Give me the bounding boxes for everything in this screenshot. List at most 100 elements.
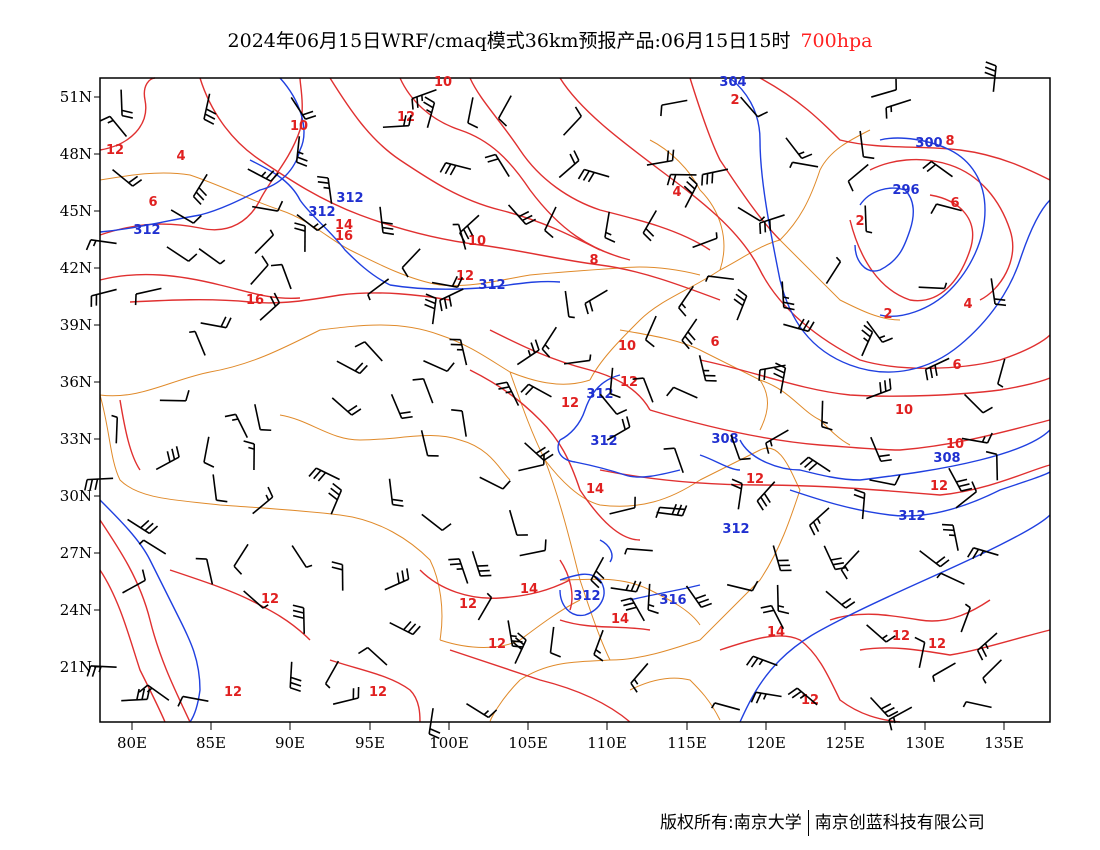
wind-barb (564, 290, 575, 319)
wind-barb (423, 96, 436, 128)
temperature-label: 6 (148, 195, 157, 210)
wind-barb (866, 378, 892, 400)
wind-barb (914, 636, 926, 668)
wind-barb (759, 214, 785, 235)
wind-barb (122, 569, 147, 594)
wind-barb (412, 378, 434, 404)
wind-barb (155, 446, 180, 471)
wind-barb (773, 362, 787, 394)
wind-barb (424, 293, 437, 325)
wind-barb (420, 430, 439, 457)
lon-tick-label: 85E (196, 734, 226, 752)
wind-barb (112, 169, 143, 187)
wind-barb (294, 222, 306, 252)
wind-barb (99, 115, 128, 137)
wind-barb (495, 381, 520, 406)
wind-barb (685, 585, 712, 609)
wind-barb (870, 436, 892, 463)
wind-barb (401, 248, 421, 278)
wind-barb (740, 96, 768, 118)
lon-tick-label: 80E (117, 734, 147, 752)
lat-tick-label: 33N (60, 430, 92, 448)
wind-barb (710, 702, 741, 711)
temperature-label: 10 (290, 119, 308, 134)
wind-barb (888, 706, 913, 731)
wind-barb (354, 341, 383, 362)
wind-barb (508, 509, 528, 536)
wind-barb (358, 646, 388, 666)
wind-barb (825, 590, 856, 609)
wind-barb (584, 289, 608, 315)
wind-barb (198, 248, 226, 265)
lat-tick-label: 48N (60, 145, 92, 163)
wind-barb (549, 626, 561, 658)
wind-barb (159, 390, 190, 402)
wind-barb (449, 338, 468, 366)
wind-barb (604, 211, 616, 243)
wind-barb (562, 106, 582, 136)
wind-barb (960, 603, 972, 633)
temperature-label: 12 (369, 685, 387, 700)
lat-tick-label: 36N (60, 373, 92, 391)
wind-barb (563, 354, 592, 365)
wind-barb (655, 506, 686, 519)
wind-barb (885, 98, 912, 119)
lat-tick-labels: 51N 48N 45N 42N 39N 36N 33N 30N 27N 24N … (60, 88, 92, 676)
lat-tick-label: 42N (60, 259, 92, 277)
height-label: 316 (659, 593, 686, 608)
wind-barb (467, 97, 479, 129)
wind-barb (524, 442, 554, 461)
height-label: 312 (133, 223, 160, 238)
wind-barb (698, 355, 717, 382)
temperature-label: 16 (335, 229, 353, 244)
wind-barb (765, 429, 789, 454)
lat-tick-label: 45N (60, 202, 92, 220)
lat-tick-label: 30N (60, 487, 92, 505)
wind-barb (477, 592, 493, 621)
wind-barb (948, 467, 973, 492)
wind-barb (864, 205, 873, 234)
wind-barb (871, 78, 898, 98)
wind-barb (750, 691, 782, 704)
wind-barb (170, 209, 202, 224)
temperature-label: 16 (246, 293, 264, 308)
wind-barb (663, 447, 684, 474)
wind-barb (512, 632, 527, 664)
wind-barb (233, 543, 249, 575)
footer: 版权所有:南京大学 南京创蓝科技有限公司 (660, 808, 985, 836)
wind-barb (384, 568, 410, 591)
wind-barb (840, 550, 860, 580)
wind-barb (452, 223, 467, 250)
temperature-label: 10 (946, 437, 964, 452)
wind-barb (84, 477, 114, 491)
wind-barb (120, 89, 133, 119)
temperature-label: 12 (261, 592, 279, 607)
wind-barb (336, 360, 368, 375)
temperature-label: 10 (434, 75, 452, 90)
temperature-label: 2 (883, 307, 892, 322)
wind-barb (955, 481, 978, 509)
temperature-label: 14 (520, 582, 538, 597)
wind-barb (200, 316, 232, 329)
lon-tick-labels: 80E 85E 90E 95E 100E 105E 110E 115E 120E… (117, 734, 1024, 752)
temperature-label: 12 (561, 396, 579, 411)
wind-barb (252, 200, 284, 212)
lon-tick-label: 110E (587, 734, 627, 752)
wind-barb (254, 229, 275, 255)
wind-barb (317, 175, 333, 204)
temperature-label: 12 (106, 143, 124, 158)
wind-barb (466, 702, 498, 719)
temperature-label: 12 (892, 629, 910, 644)
temperature-label: 14 (586, 482, 604, 497)
wind-barb (869, 474, 901, 486)
temperature-label: 12 (620, 375, 638, 390)
wind-barb (730, 434, 751, 461)
wind-barb (577, 168, 610, 183)
wind-barb (821, 400, 833, 431)
wind-barb (783, 318, 815, 333)
wind-barb (250, 255, 269, 285)
wind-barb (756, 481, 776, 511)
wind-barb (332, 686, 360, 705)
lat-tick-label: 21N (60, 658, 92, 676)
wind-barb (448, 558, 469, 584)
